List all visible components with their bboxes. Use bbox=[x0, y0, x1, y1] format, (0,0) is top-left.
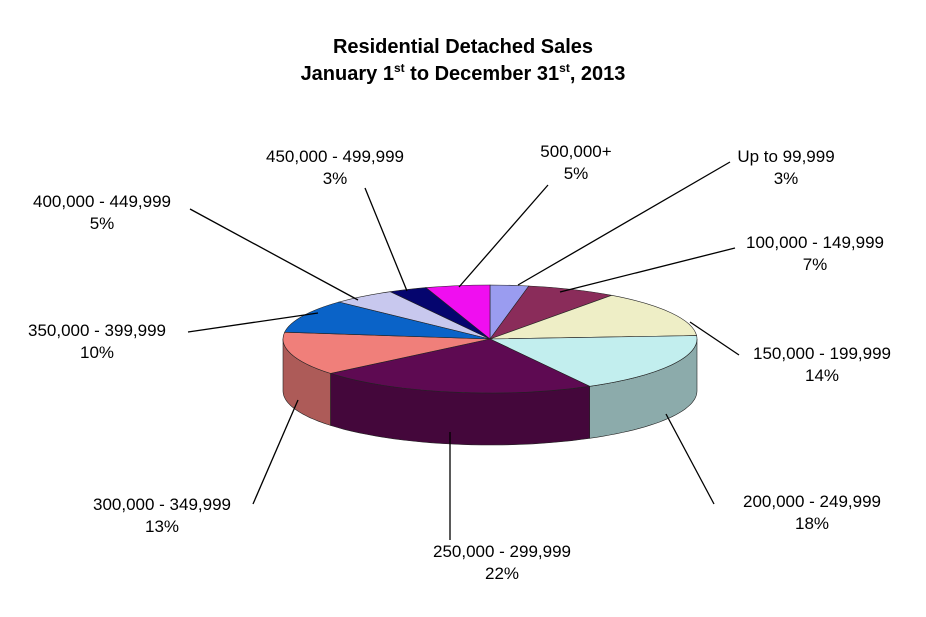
slice-value-label-1: 7% bbox=[803, 255, 828, 274]
slice-value-label-6: 10% bbox=[80, 343, 114, 362]
slice-value-label-4: 22% bbox=[485, 564, 519, 583]
slice-4 bbox=[329, 338, 591, 394]
slice-5 bbox=[282, 331, 491, 374]
slice-label-4: 250,000 - 299,999 bbox=[433, 542, 571, 561]
slice-value-label-5: 13% bbox=[145, 517, 179, 536]
slice-value-label-9: 5% bbox=[564, 164, 589, 183]
slice-label-1: 100,000 - 149,999 bbox=[746, 233, 884, 252]
chart-title-line2: January 1st to December 31st, 2013 bbox=[300, 61, 626, 85]
slice-label-0: Up to 99,999 bbox=[737, 147, 834, 166]
slice-label-3: 200,000 - 249,999 bbox=[743, 492, 881, 511]
pie-top bbox=[282, 284, 698, 394]
slice-value-label-7: 5% bbox=[90, 214, 115, 233]
slice-labels: Up to 99,999 3% 100,000 - 149,999 7% 150,000… bbox=[28, 142, 891, 583]
slice-2 bbox=[489, 294, 697, 340]
slice-label-2: 150,000 - 199,999 bbox=[753, 344, 891, 363]
leader-line-1 bbox=[559, 247, 736, 293]
leader-line-6 bbox=[187, 312, 319, 333]
slice-label-8: 450,000 - 499,999 bbox=[266, 147, 404, 166]
slice-value-label-3: 18% bbox=[795, 514, 829, 533]
slice-label-5: 300,000 - 349,999 bbox=[93, 495, 231, 514]
slice-label-9: 500,000+ bbox=[540, 142, 611, 161]
slice-value-label-0: 3% bbox=[774, 169, 799, 188]
leader-line-7 bbox=[189, 208, 359, 301]
leader-lines bbox=[187, 161, 740, 540]
leader-line-9 bbox=[458, 184, 549, 288]
leader-line-8 bbox=[364, 187, 408, 292]
leader-line-5 bbox=[252, 399, 299, 505]
slice-label-7: 400,000 - 449,999 bbox=[33, 192, 171, 211]
leader-line-0 bbox=[517, 161, 731, 286]
leader-line-2 bbox=[689, 321, 740, 356]
slice-value-label-2: 14% bbox=[805, 366, 839, 385]
chart-title-line1: Residential Detached Sales bbox=[332, 36, 594, 58]
chart-title: Residential Detached Sales January 1st t… bbox=[0, 34, 926, 88]
pie-sides bbox=[282, 338, 698, 446]
slice-9 bbox=[425, 284, 491, 340]
slice-6 bbox=[284, 301, 491, 340]
slice-3 bbox=[489, 335, 698, 387]
slice-label-6: 350,000 - 399,999 bbox=[28, 321, 166, 340]
slice-value-label-8: 3% bbox=[323, 169, 348, 188]
leader-line-3 bbox=[665, 413, 715, 505]
